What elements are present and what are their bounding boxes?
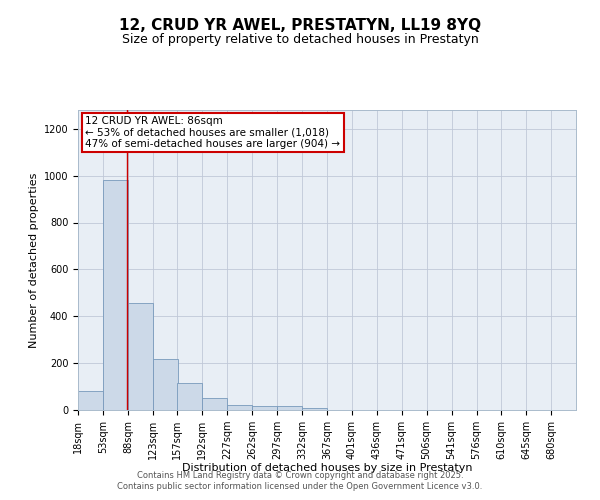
X-axis label: Distribution of detached houses by size in Prestatyn: Distribution of detached houses by size … (182, 464, 472, 473)
Text: 12 CRUD YR AWEL: 86sqm
← 53% of detached houses are smaller (1,018)
47% of semi-: 12 CRUD YR AWEL: 86sqm ← 53% of detached… (85, 116, 340, 149)
Bar (202, 398, 227, 410)
Bar (153, 359, 178, 410)
Text: 12, CRUD YR AWEL, PRESTATYN, LL19 8YQ: 12, CRUD YR AWEL, PRESTATYN, LL19 8YQ (119, 18, 481, 32)
Text: Contains HM Land Registry data © Crown copyright and database right 2025.: Contains HM Land Registry data © Crown c… (137, 471, 463, 480)
Bar (302, 408, 328, 410)
Bar (277, 406, 302, 410)
Bar (103, 180, 128, 410)
Bar (128, 304, 153, 410)
Bar (227, 405, 253, 410)
Y-axis label: Number of detached properties: Number of detached properties (29, 172, 40, 348)
Bar (78, 391, 103, 410)
Text: Size of property relative to detached houses in Prestatyn: Size of property relative to detached ho… (122, 32, 478, 46)
Bar (253, 406, 277, 410)
Text: Contains public sector information licensed under the Open Government Licence v3: Contains public sector information licen… (118, 482, 482, 491)
Bar (178, 382, 202, 410)
